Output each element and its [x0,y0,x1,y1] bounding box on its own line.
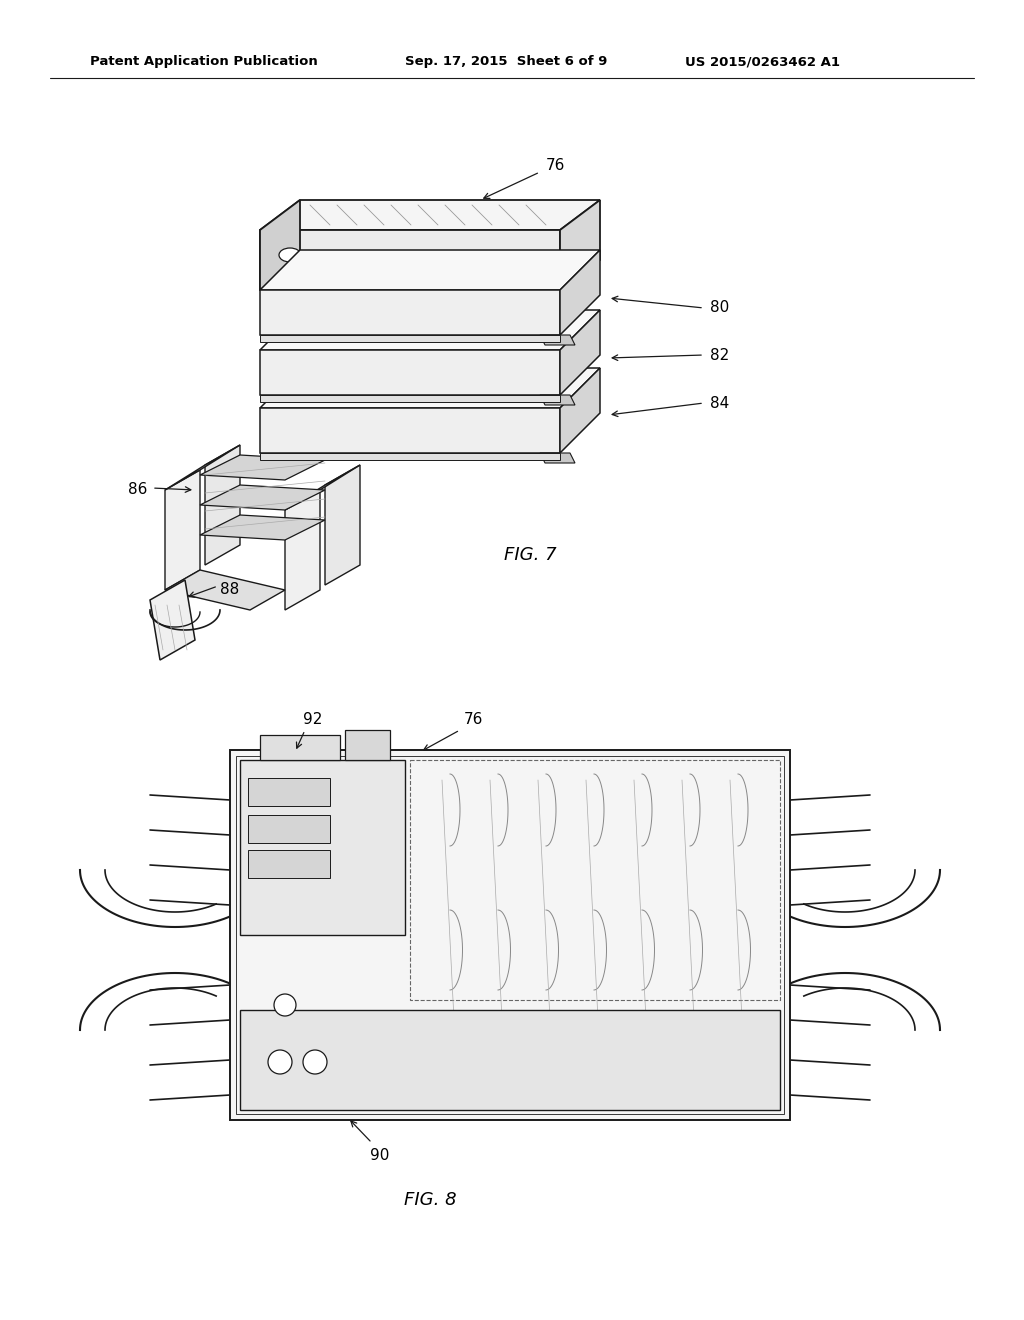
Text: 88: 88 [220,582,240,598]
Ellipse shape [279,248,301,261]
Text: 84: 84 [711,396,730,411]
Circle shape [268,1049,292,1074]
Text: 82: 82 [711,347,730,363]
Text: Patent Application Publication: Patent Application Publication [90,55,317,69]
Polygon shape [248,814,330,843]
Polygon shape [260,290,560,335]
Polygon shape [260,395,560,403]
Polygon shape [240,760,406,935]
Polygon shape [200,484,325,510]
Text: 90: 90 [371,1147,390,1163]
Polygon shape [285,465,360,510]
Polygon shape [560,310,600,395]
Polygon shape [260,408,560,453]
Polygon shape [560,201,600,290]
Text: FIG. 7: FIG. 7 [504,546,556,564]
Polygon shape [435,290,475,305]
Polygon shape [230,750,790,1119]
Polygon shape [260,350,560,395]
Text: 76: 76 [463,713,482,727]
Circle shape [274,994,296,1016]
Polygon shape [165,470,200,590]
Polygon shape [165,445,240,490]
Polygon shape [260,453,560,459]
Polygon shape [260,201,300,290]
Polygon shape [240,1010,780,1110]
Text: 80: 80 [711,301,730,315]
Polygon shape [205,445,240,565]
Circle shape [303,1049,327,1074]
Polygon shape [285,490,319,610]
Polygon shape [345,730,390,760]
Polygon shape [165,570,285,610]
Polygon shape [260,310,600,350]
Polygon shape [260,249,600,290]
Text: Sep. 17, 2015  Sheet 6 of 9: Sep. 17, 2015 Sheet 6 of 9 [406,55,607,69]
Text: 86: 86 [128,483,147,498]
Polygon shape [325,465,360,585]
Text: US 2015/0263462 A1: US 2015/0263462 A1 [685,55,840,69]
Text: 76: 76 [546,157,564,173]
Text: 92: 92 [303,713,323,727]
Text: FIG. 8: FIG. 8 [403,1191,457,1209]
Polygon shape [200,455,325,480]
Polygon shape [260,201,600,230]
Polygon shape [260,230,560,290]
Polygon shape [540,335,575,345]
Polygon shape [560,249,600,335]
Polygon shape [200,515,325,540]
Polygon shape [540,453,575,463]
Polygon shape [260,335,560,342]
Polygon shape [150,579,195,660]
Polygon shape [248,777,330,807]
Polygon shape [248,850,330,878]
Polygon shape [260,368,600,408]
Polygon shape [260,735,340,760]
Polygon shape [375,290,415,305]
Polygon shape [560,368,600,453]
Polygon shape [540,395,575,405]
